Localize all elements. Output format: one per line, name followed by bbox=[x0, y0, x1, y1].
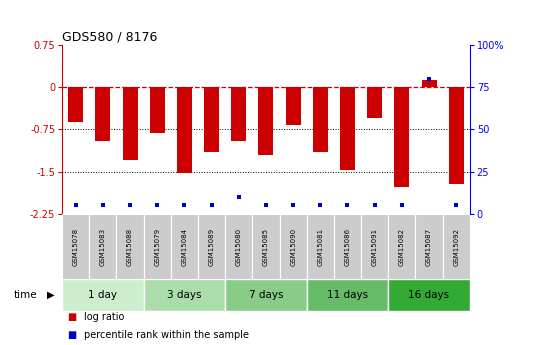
Bar bbox=[198, 214, 225, 279]
Bar bbox=[307, 279, 388, 311]
Bar bbox=[252, 214, 280, 279]
Bar bbox=[259, 87, 273, 155]
Bar bbox=[117, 214, 144, 279]
Text: time: time bbox=[14, 290, 37, 300]
Bar bbox=[280, 214, 307, 279]
Text: GSM15082: GSM15082 bbox=[399, 228, 405, 266]
Bar bbox=[225, 279, 307, 311]
Bar bbox=[422, 80, 436, 87]
Text: 16 days: 16 days bbox=[408, 290, 450, 300]
Bar bbox=[204, 87, 219, 152]
Bar bbox=[313, 87, 328, 152]
Text: GSM15079: GSM15079 bbox=[154, 228, 160, 266]
Text: GSM15087: GSM15087 bbox=[426, 228, 432, 266]
Bar bbox=[123, 87, 138, 160]
Text: percentile rank within the sample: percentile rank within the sample bbox=[84, 330, 249, 339]
Bar bbox=[388, 214, 415, 279]
Bar bbox=[144, 279, 225, 311]
Bar bbox=[367, 87, 382, 118]
Text: GSM15084: GSM15084 bbox=[181, 228, 187, 266]
Bar bbox=[231, 87, 246, 141]
Text: GSM15089: GSM15089 bbox=[208, 228, 214, 266]
Text: log ratio: log ratio bbox=[84, 313, 124, 322]
Text: GSM15090: GSM15090 bbox=[290, 228, 296, 266]
Text: 1 day: 1 day bbox=[89, 290, 117, 300]
Text: GSM15088: GSM15088 bbox=[127, 228, 133, 266]
Bar bbox=[449, 87, 464, 184]
Bar bbox=[361, 214, 388, 279]
Text: GSM15085: GSM15085 bbox=[263, 228, 269, 266]
Bar bbox=[307, 214, 334, 279]
Text: GSM15081: GSM15081 bbox=[318, 228, 323, 266]
Text: GSM15091: GSM15091 bbox=[372, 228, 377, 266]
Bar bbox=[62, 214, 89, 279]
Bar bbox=[144, 214, 171, 279]
Text: GSM15080: GSM15080 bbox=[236, 228, 242, 266]
Text: 3 days: 3 days bbox=[167, 290, 201, 300]
Bar bbox=[394, 87, 409, 187]
Bar bbox=[171, 214, 198, 279]
Bar bbox=[62, 279, 144, 311]
Text: ■: ■ bbox=[68, 330, 77, 339]
Bar bbox=[334, 214, 361, 279]
Text: GSM15083: GSM15083 bbox=[100, 228, 106, 266]
Text: GSM15092: GSM15092 bbox=[453, 228, 459, 266]
Bar bbox=[225, 214, 252, 279]
Bar bbox=[89, 214, 117, 279]
Bar bbox=[415, 214, 443, 279]
Text: GSM15086: GSM15086 bbox=[345, 228, 350, 266]
Bar bbox=[150, 87, 165, 133]
Text: ▶: ▶ bbox=[47, 290, 55, 300]
Text: ■: ■ bbox=[68, 313, 77, 322]
Bar bbox=[340, 87, 355, 170]
Bar bbox=[68, 87, 83, 122]
Text: 7 days: 7 days bbox=[249, 290, 283, 300]
Bar bbox=[443, 214, 470, 279]
Text: GSM15078: GSM15078 bbox=[73, 228, 79, 266]
Bar bbox=[286, 87, 301, 126]
Bar bbox=[177, 87, 192, 173]
Text: 11 days: 11 days bbox=[327, 290, 368, 300]
Text: GDS580 / 8176: GDS580 / 8176 bbox=[62, 31, 158, 44]
Bar bbox=[388, 279, 470, 311]
Bar bbox=[96, 87, 110, 141]
